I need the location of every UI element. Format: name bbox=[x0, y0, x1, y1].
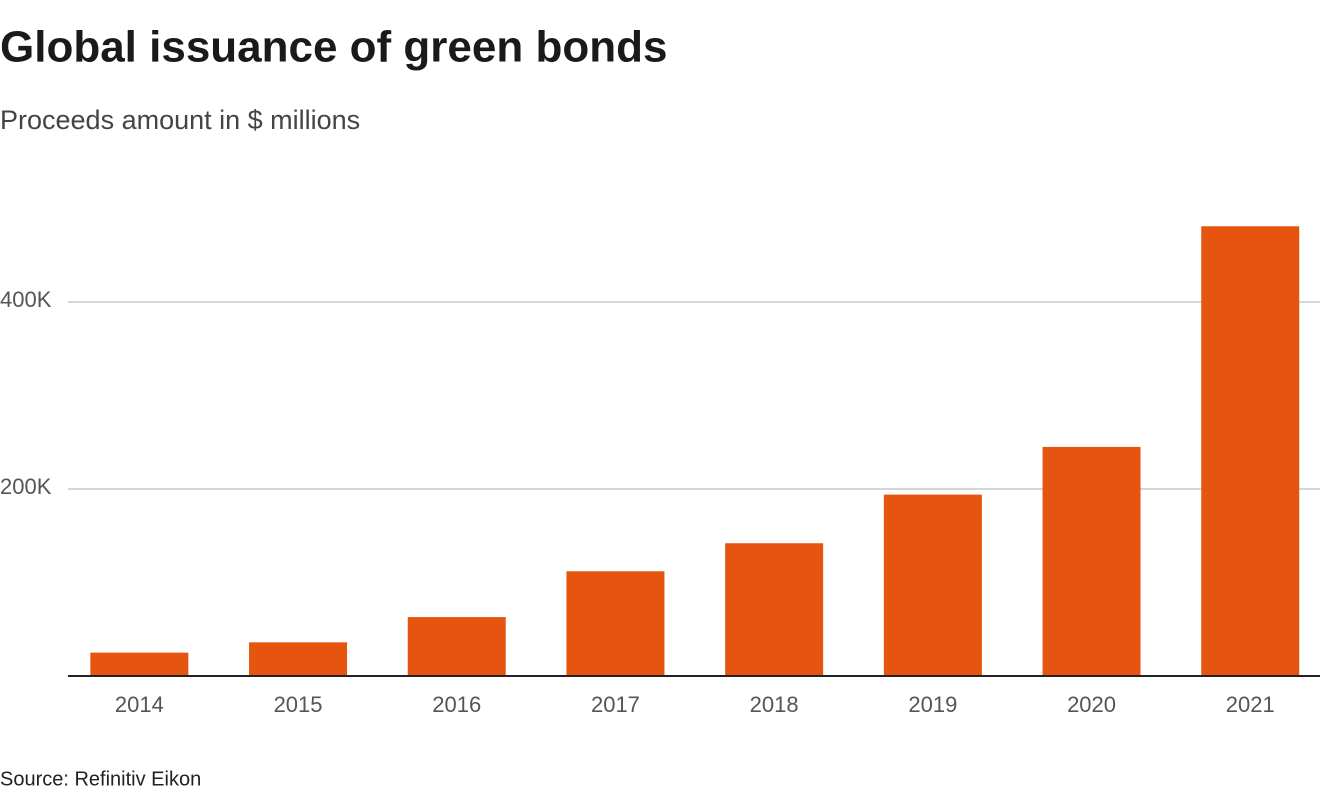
bar bbox=[249, 642, 348, 676]
bar bbox=[1042, 446, 1141, 676]
x-tick-label: 2018 bbox=[750, 692, 799, 717]
x-tick-label: 2020 bbox=[1067, 692, 1116, 717]
bar bbox=[90, 652, 189, 676]
bar bbox=[883, 494, 982, 676]
x-tick-label: 2016 bbox=[432, 692, 481, 717]
x-tick-label: 2021 bbox=[1226, 692, 1275, 717]
chart-title: Global issuance of green bonds bbox=[0, 23, 667, 72]
y-tick-label: 200K bbox=[0, 474, 52, 499]
source-note: Source: Refinitiv Eikon bbox=[0, 768, 201, 790]
x-tick-label: 2019 bbox=[908, 692, 957, 717]
x-tick-label: 2017 bbox=[591, 692, 640, 717]
chart-subtitle: Proceeds amount in $ millions bbox=[0, 105, 360, 135]
x-tick-label: 2014 bbox=[115, 692, 164, 717]
y-tick-label: 400K bbox=[0, 287, 52, 312]
bar bbox=[407, 617, 506, 676]
bar bbox=[725, 543, 824, 676]
x-tick-label: 2015 bbox=[274, 692, 323, 717]
bar bbox=[566, 571, 665, 676]
bar bbox=[1201, 226, 1300, 676]
